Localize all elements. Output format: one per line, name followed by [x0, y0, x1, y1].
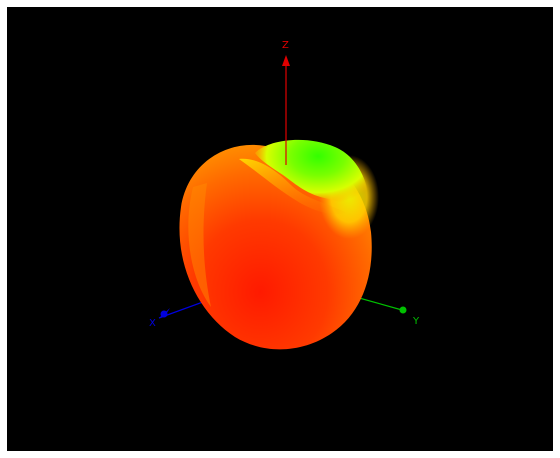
scene-canvas[interactable]: Z X Y — [7, 7, 553, 451]
z-axis-label: Z — [282, 40, 289, 51]
surface-left-shade — [188, 183, 211, 307]
z-axis-arrowhead — [282, 55, 290, 66]
axes-front-group: Z X Y — [149, 40, 420, 329]
y-axis-cone — [399, 306, 407, 314]
3d-viewport[interactable]: Z X Y — [7, 7, 553, 451]
x-axis-label: X — [149, 318, 156, 329]
surface-fold-highlight — [239, 158, 347, 215]
surface-top-dimple — [255, 139, 370, 221]
y-axis-label: Y — [412, 316, 420, 327]
x-axis-cone — [160, 310, 168, 318]
surface-mesh[interactable] — [179, 139, 379, 350]
